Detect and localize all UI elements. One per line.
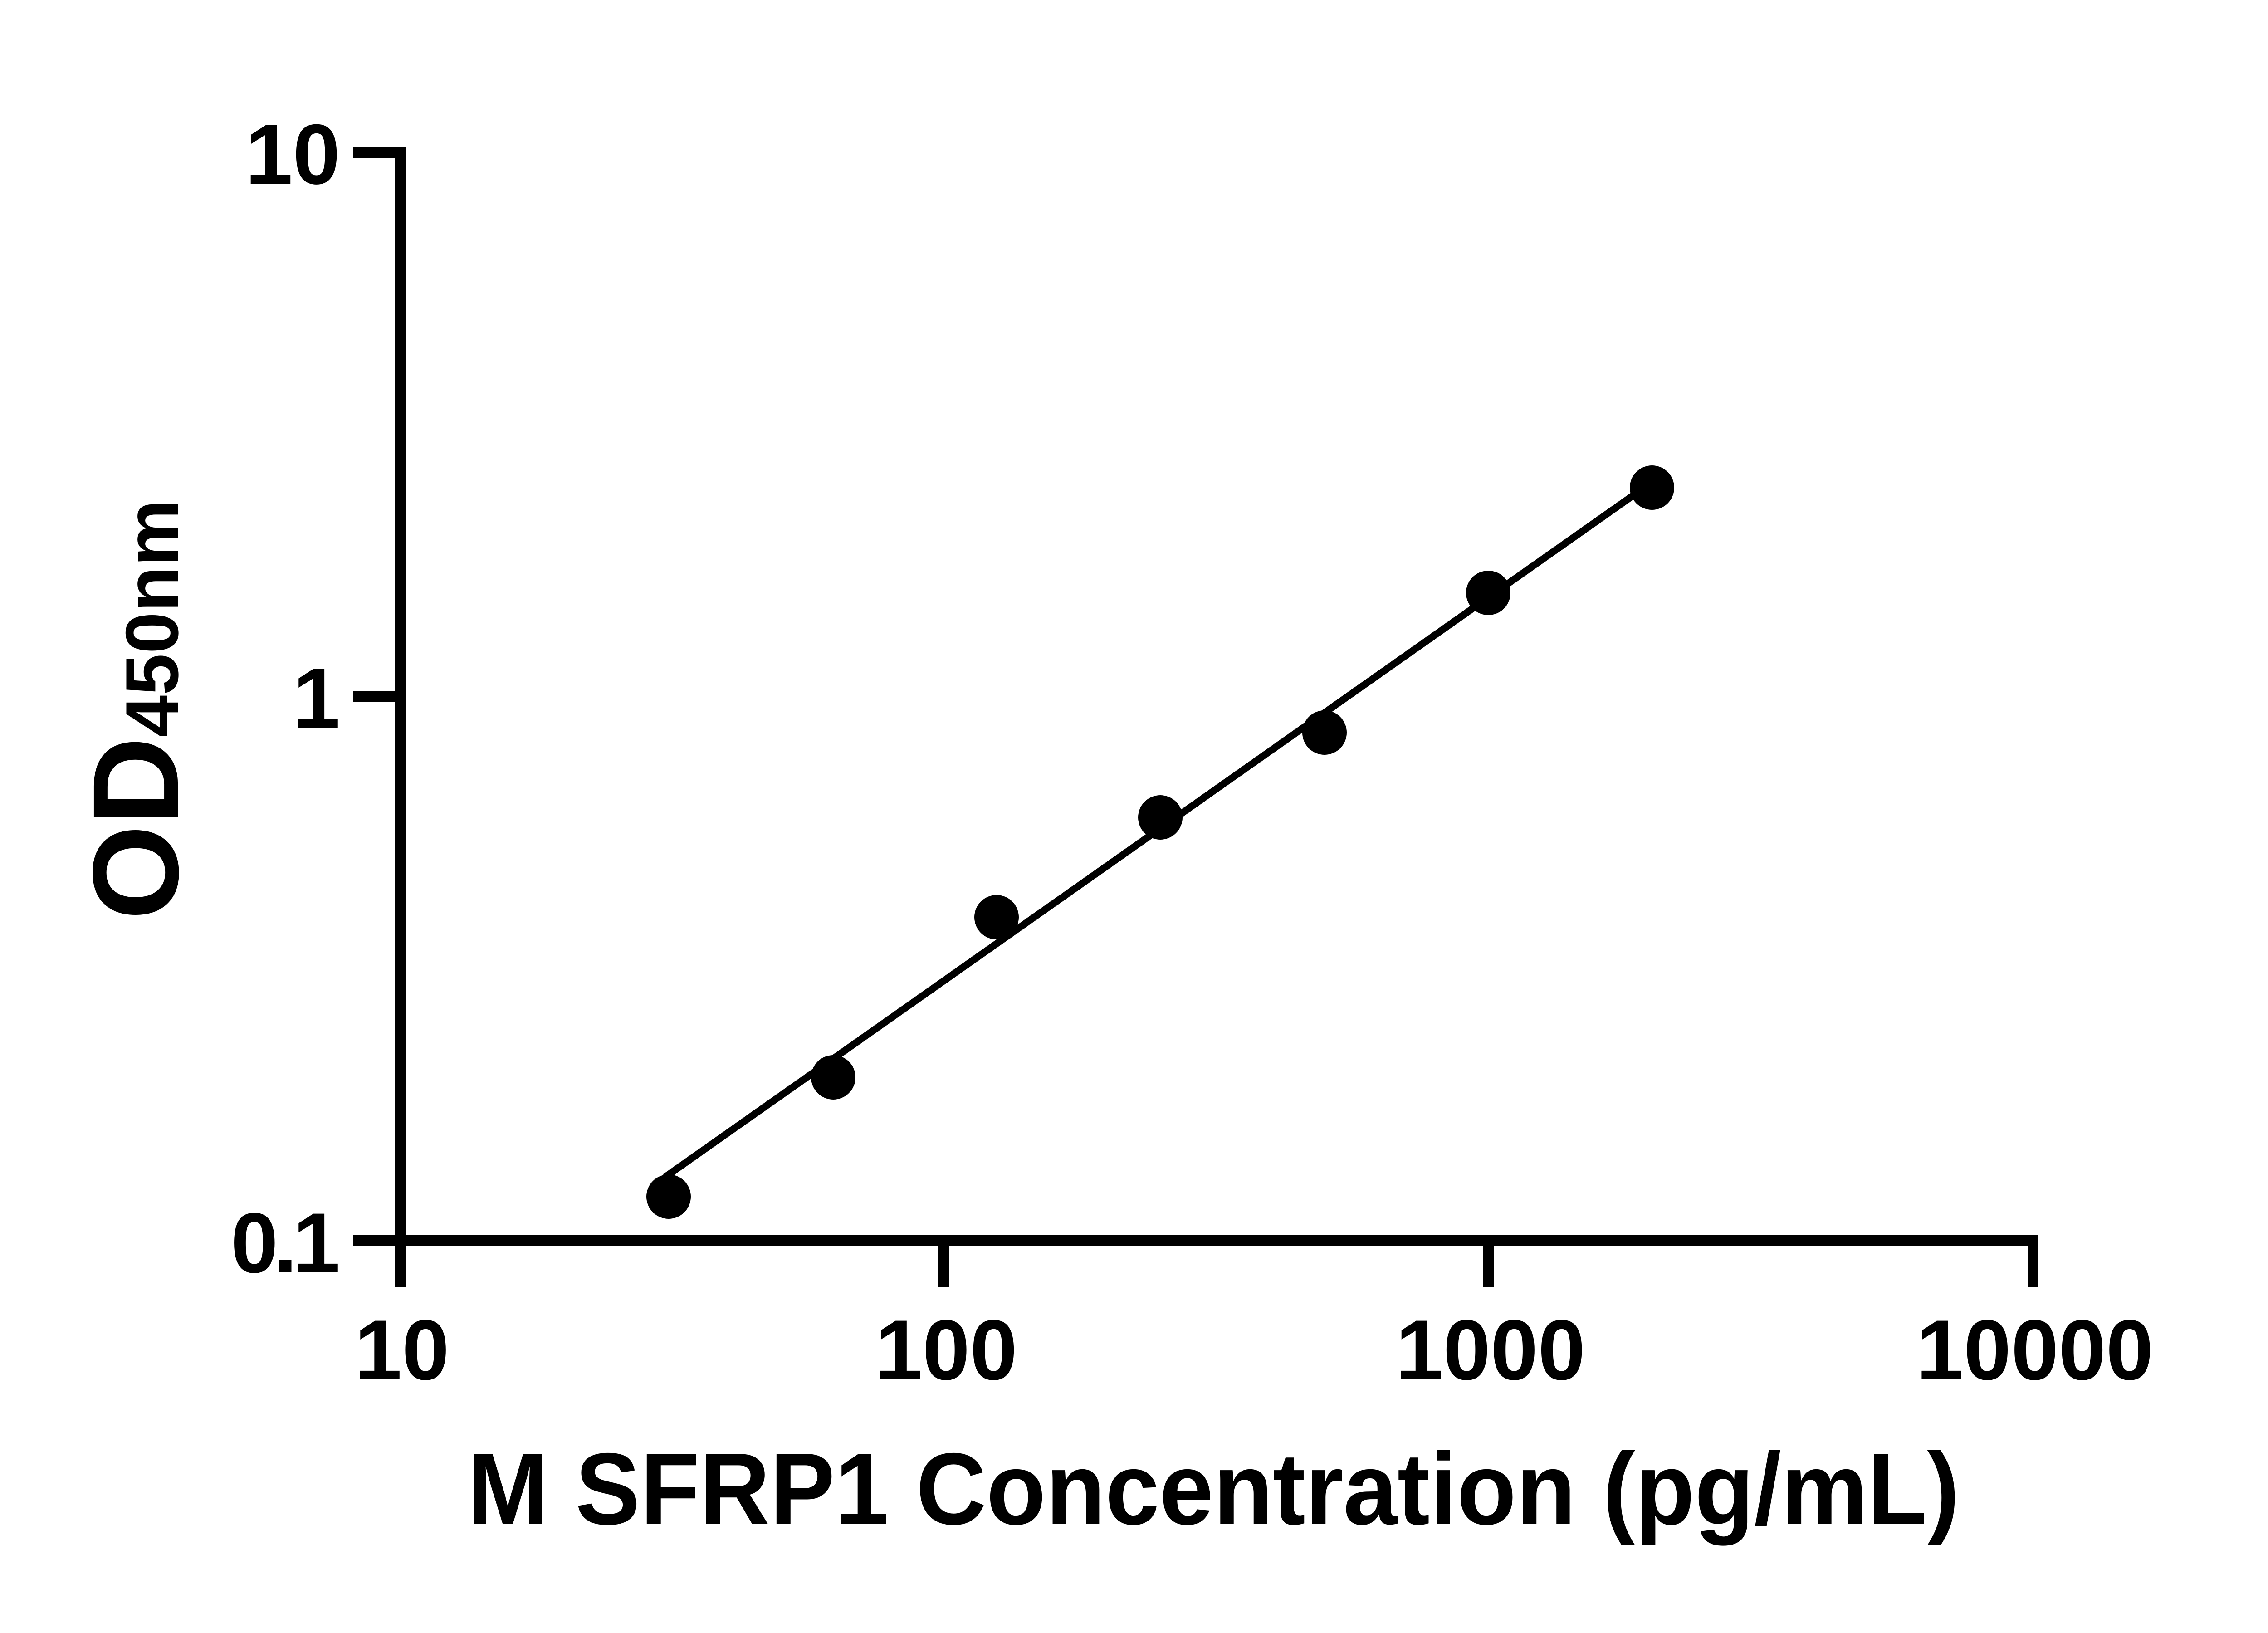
svg-text:1: 1 (293, 650, 340, 746)
svg-text:1000: 1000 (1396, 1302, 1585, 1398)
svg-text:10: 10 (245, 107, 340, 202)
svg-text:M SFRP1 Concentration (pg/mL): M SFRP1 Concentration (pg/mL) (467, 1432, 1960, 1546)
svg-text:10000: 10000 (1916, 1302, 2154, 1398)
svg-text:100: 100 (875, 1302, 1017, 1398)
svg-text:10: 10 (354, 1302, 449, 1398)
svg-text:0.1: 0.1 (231, 1195, 340, 1291)
